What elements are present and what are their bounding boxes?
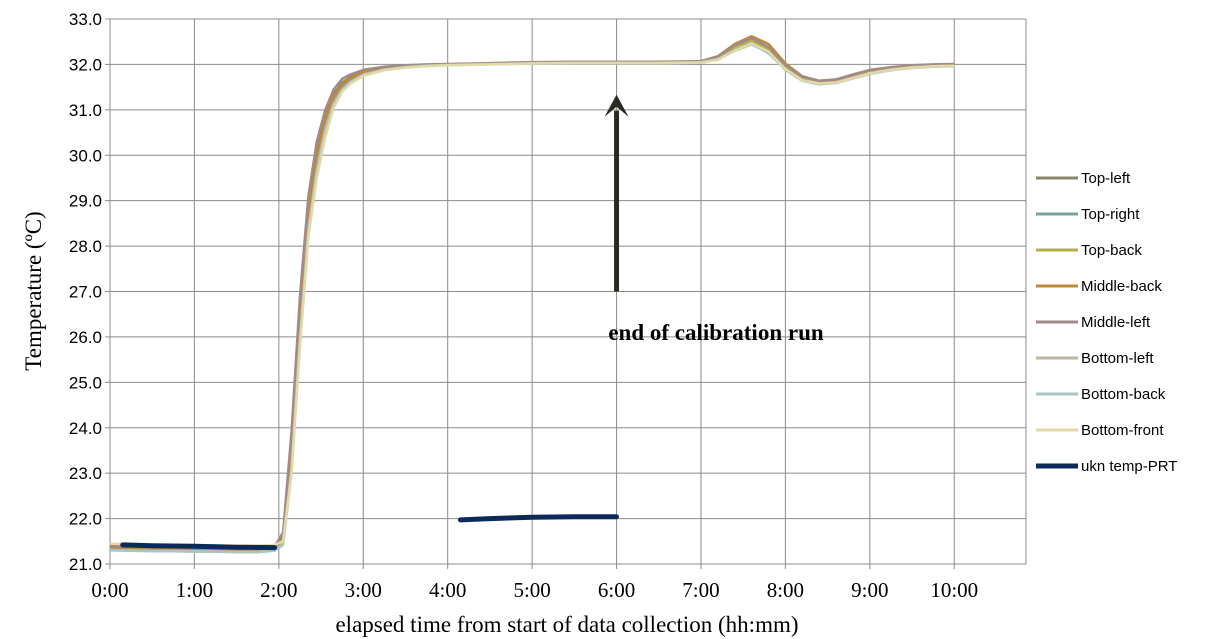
- y-tick-label: 29.0: [69, 192, 102, 211]
- legend-label: ukn temp-PRT: [1081, 458, 1177, 475]
- x-tick-label: 0:00: [91, 578, 128, 602]
- x-axis-title: elapsed time from start of data collecti…: [335, 612, 798, 637]
- y-tick-label: 23.0: [69, 464, 102, 483]
- x-tick-label: 8:00: [767, 578, 804, 602]
- series-line-ukn-temp-prt-0: [120, 542, 278, 551]
- y-tick-label: 25.0: [69, 373, 102, 392]
- x-tick-label: 3:00: [345, 578, 382, 602]
- y-tick-label: 30.0: [69, 146, 102, 165]
- legend-label: Bottom-left: [1081, 350, 1154, 367]
- y-tick-label: 24.0: [69, 419, 102, 438]
- x-tick-label: 2:00: [260, 578, 297, 602]
- y-tick-label: 27.0: [69, 283, 102, 302]
- x-tick-label: 9:00: [851, 578, 888, 602]
- series-layer: [109, 35, 955, 554]
- y-axis-title: Temperature (ºC): [21, 211, 46, 370]
- x-tick-label: 5:00: [513, 578, 550, 602]
- legend-label: Top-left: [1081, 170, 1131, 187]
- y-tick-label: 33.0: [69, 10, 102, 29]
- x-tick-label: 6:00: [598, 578, 635, 602]
- annotation: end of calibration run: [604, 94, 824, 345]
- x-tick-label: 10:00: [930, 578, 978, 602]
- y-tick-label: 32.0: [69, 55, 102, 74]
- y-tick-label: 31.0: [69, 101, 102, 120]
- y-tick-label: 21.0: [69, 555, 102, 574]
- legend-label: Bottom-front: [1081, 422, 1164, 439]
- y-tick-label: 26.0: [69, 328, 102, 347]
- legend-label: Bottom-back: [1081, 386, 1166, 403]
- x-tick-label: 1:00: [176, 578, 213, 602]
- x-tick-label: 4:00: [429, 578, 466, 602]
- annotation-arrowhead: [604, 94, 629, 117]
- y-tick-label: 28.0: [69, 237, 102, 256]
- annotation-label: end of calibration run: [608, 320, 824, 345]
- x-tick-label: 7:00: [682, 578, 719, 602]
- y-axis: 21.0 22.0 23.0 24.0 25.0 26.0 27.0 28.0 29.0 30.0…: [69, 10, 110, 574]
- y-tick-label: 22.0: [69, 510, 102, 529]
- legend-label: Top-back: [1081, 242, 1142, 259]
- legend-label: Top-right: [1081, 206, 1140, 223]
- series-line-ukn-temp-prt-1: [457, 514, 619, 523]
- legend-label: Middle-left: [1081, 314, 1151, 331]
- legend-label: Middle-back: [1081, 278, 1162, 295]
- legend: Top-left Top-right Top-back Middle-back Midd…: [1036, 170, 1177, 475]
- grid: [109, 18, 1027, 565]
- x-axis: 0:00 1:00 2:00 3:00 4:00 5:00 6:00 7:00 8:00 9:00…: [91, 564, 978, 602]
